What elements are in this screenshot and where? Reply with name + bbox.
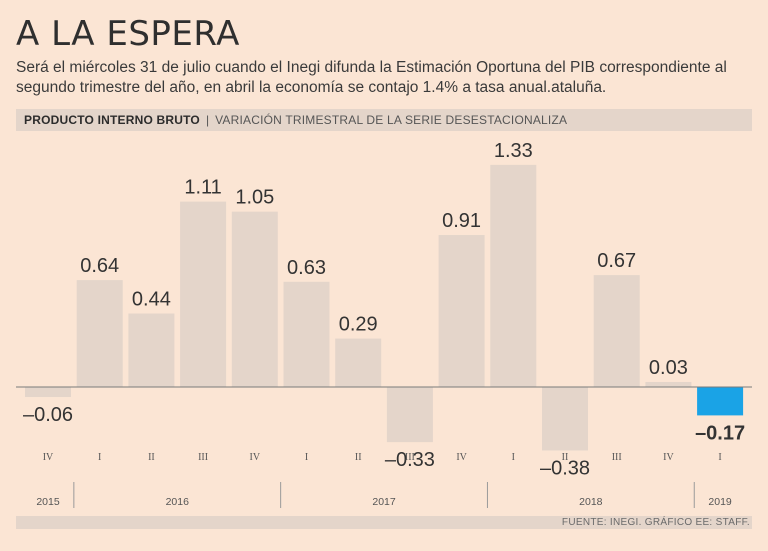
- value-label: 0.03: [649, 357, 688, 379]
- quarter-tick-label: IV: [43, 452, 54, 463]
- quarter-tick-label: IV: [456, 452, 467, 463]
- quarter-tick-label: III: [405, 452, 415, 463]
- quarter-tick-label: II: [355, 452, 362, 463]
- value-label: 0.64: [80, 255, 119, 277]
- bar: [490, 164, 537, 387]
- quarter-tick-label: III: [198, 452, 208, 463]
- bar: [542, 387, 588, 451]
- year-label: 2019: [708, 496, 732, 508]
- chart-subtitle: Será el miércoles 31 de julio cuando el …: [16, 59, 727, 96]
- indicator-label: PRODUCTO INTERNO BRUTO: [24, 113, 200, 127]
- quarter-tick-label: III: [612, 452, 622, 463]
- value-label: –0.17: [695, 422, 745, 444]
- year-label: 2018: [579, 496, 603, 508]
- bar: [697, 387, 744, 416]
- value-label: 0.63: [287, 257, 326, 279]
- bar: [593, 275, 640, 387]
- bar: [335, 338, 382, 387]
- value-label: 0.44: [132, 289, 171, 311]
- value-label: –0.38: [540, 457, 590, 479]
- bar: [438, 235, 485, 387]
- quarter-tick-label: I: [98, 452, 101, 463]
- chart-title: A LA ESPERA: [16, 14, 240, 54]
- value-label: –0.33: [385, 449, 435, 471]
- quarter-tick-label: II: [148, 452, 155, 463]
- value-label: 0.29: [339, 314, 378, 336]
- label-separator: |: [205, 113, 210, 127]
- footer-band: [16, 516, 752, 529]
- year-label: 2017: [372, 496, 396, 508]
- quarter-tick-label: IV: [250, 452, 261, 463]
- bar: [386, 387, 433, 443]
- value-label: 1.33: [494, 140, 533, 162]
- indicator-sublabel: VARIACIÓN TRIMESTRAL DE LA SERIE DESESTA…: [215, 113, 568, 127]
- year-label: 2016: [166, 496, 190, 508]
- value-label: 1.05: [235, 187, 274, 209]
- bar: [645, 381, 692, 387]
- quarter-tick-label: II: [562, 452, 569, 463]
- source-note: FUENTE: INEGI. GRÁFICO EE: STAFF.: [561, 517, 750, 528]
- quarter-tick-label: I: [718, 452, 721, 463]
- value-label: 0.67: [597, 250, 636, 272]
- bar: [128, 313, 175, 387]
- header-band: PRODUCTO INTERNO BRUTO | VARIACIÓN TRIME…: [16, 109, 752, 131]
- year-label: 2015: [36, 496, 60, 508]
- value-label: –0.06: [23, 404, 73, 426]
- bar: [231, 211, 278, 387]
- value-label: 0.91: [442, 210, 481, 232]
- bar: [180, 201, 227, 387]
- value-label: 1.11: [184, 177, 221, 199]
- quarter-tick-label: I: [512, 452, 515, 463]
- quarter-tick-label: I: [305, 452, 308, 463]
- bar: [283, 281, 330, 387]
- bar: [25, 387, 71, 398]
- quarter-tick-label: IV: [663, 452, 674, 463]
- bar: [76, 280, 123, 387]
